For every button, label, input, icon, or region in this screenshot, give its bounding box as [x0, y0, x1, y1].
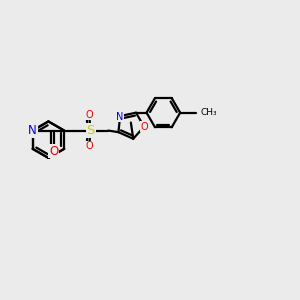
Text: CH₃: CH₃: [200, 108, 217, 117]
Text: O: O: [86, 110, 94, 120]
Text: N: N: [28, 124, 37, 137]
Text: O: O: [86, 142, 94, 152]
Text: O: O: [140, 122, 148, 132]
Text: S: S: [86, 124, 95, 137]
Text: O: O: [49, 145, 58, 158]
Text: N: N: [116, 112, 124, 122]
